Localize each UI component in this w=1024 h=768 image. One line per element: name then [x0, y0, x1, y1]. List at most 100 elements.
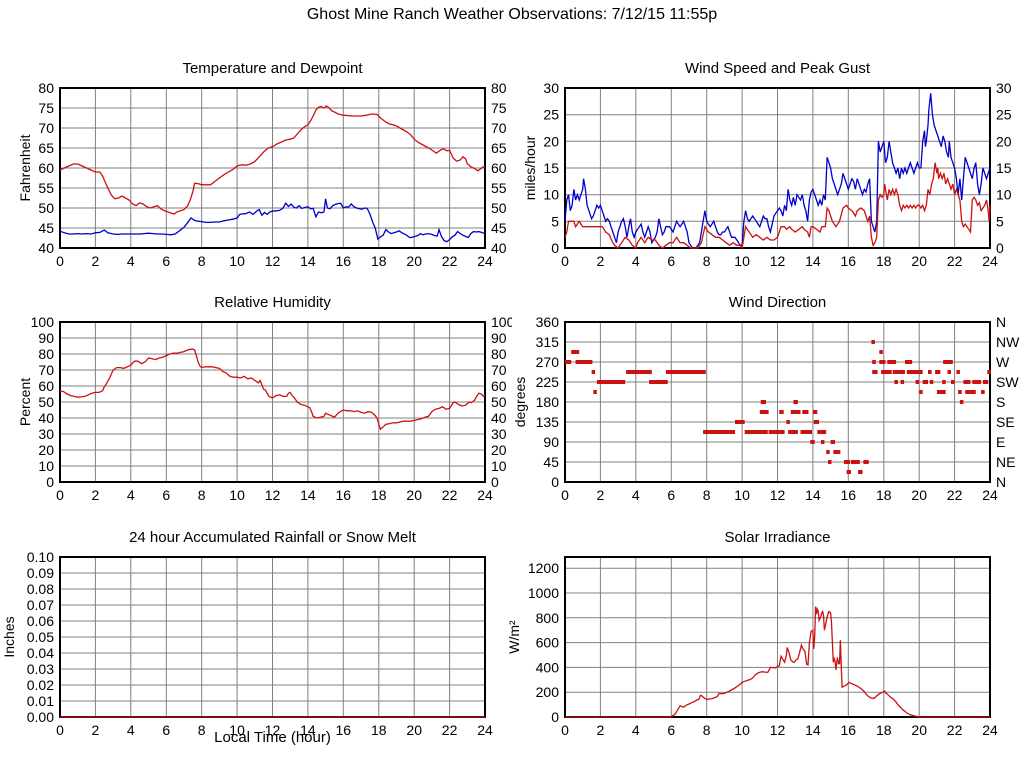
svg-text:100: 100: [491, 314, 512, 330]
chart-solar-irradiance: Solar Irradiance 0 200 400 600 800 1000 1200 0 2…: [490, 519, 1024, 768]
svg-text:16: 16: [336, 253, 352, 269]
series-solar: [565, 606, 990, 718]
svg-text:2: 2: [92, 487, 100, 503]
svg-text:10: 10: [734, 487, 750, 503]
svg-text:8: 8: [198, 722, 206, 738]
svg-text:0: 0: [56, 253, 64, 269]
svg-text:25: 25: [543, 107, 559, 123]
svg-text:12: 12: [265, 722, 281, 738]
svg-text:0.01: 0.01: [27, 693, 54, 709]
chart-rainfall: 24 hour Accumulated Rainfall or Snow Mel…: [0, 519, 512, 768]
svg-text:600: 600: [536, 635, 560, 651]
svg-text:20: 20: [38, 442, 54, 458]
svg-text:15: 15: [543, 160, 559, 176]
svg-text:2: 2: [92, 253, 100, 269]
svg-text:4: 4: [632, 487, 640, 503]
svg-text:40: 40: [491, 410, 507, 426]
svg-text:45: 45: [491, 220, 507, 236]
svg-text:0.07: 0.07: [27, 597, 54, 613]
svg-text:10: 10: [491, 458, 507, 474]
svg-text:55: 55: [491, 180, 507, 196]
svg-text:65: 65: [38, 140, 54, 156]
svg-text:135: 135: [536, 414, 560, 430]
svg-text:16: 16: [336, 722, 352, 738]
svg-text:20: 20: [911, 722, 927, 738]
svg-text:70: 70: [491, 120, 507, 136]
svg-text:50: 50: [38, 394, 54, 410]
grid-lines: [565, 88, 990, 248]
svg-text:270: 270: [536, 354, 560, 370]
svg-text:16: 16: [841, 722, 857, 738]
svg-text:N: N: [996, 314, 1006, 330]
svg-text:24: 24: [477, 253, 493, 269]
y-axis-title: miles/hour: [522, 135, 538, 200]
svg-text:70: 70: [38, 362, 54, 378]
svg-text:30: 30: [38, 426, 54, 442]
svg-text:10: 10: [38, 458, 54, 474]
svg-text:10: 10: [734, 253, 750, 269]
axis-tick-labels: 0.000.010.020.030.040.050.060.070.080.09…: [1, 549, 493, 738]
svg-text:60: 60: [491, 160, 507, 176]
series-group: [564, 93, 991, 250]
svg-text:24: 24: [477, 487, 493, 503]
svg-text:60: 60: [38, 378, 54, 394]
svg-text:24: 24: [982, 487, 998, 503]
svg-text:N: N: [996, 474, 1006, 490]
svg-text:315: 315: [536, 334, 560, 350]
y-axis-title: degrees: [512, 377, 528, 428]
svg-text:20: 20: [406, 253, 422, 269]
svg-text:10: 10: [734, 722, 750, 738]
svg-text:90: 90: [543, 434, 559, 450]
y-axis-title: Fahrenheit: [17, 134, 33, 201]
svg-text:0: 0: [56, 487, 64, 503]
svg-text:NW: NW: [996, 334, 1020, 350]
svg-text:0.02: 0.02: [27, 677, 54, 693]
svg-text:75: 75: [491, 100, 507, 116]
svg-text:70: 70: [491, 362, 507, 378]
y-axis-title: Inches: [1, 616, 17, 657]
series-group: [565, 340, 991, 474]
svg-text:45: 45: [543, 454, 559, 470]
chart-title: Wind Direction: [728, 294, 827, 311]
page-title: Ghost Mine Ranch Weather Observations: 7…: [306, 6, 718, 23]
svg-text:200: 200: [536, 684, 560, 700]
grid-lines: [60, 88, 485, 248]
svg-text:80: 80: [38, 80, 54, 96]
svg-text:60: 60: [38, 160, 54, 176]
chart-title: Wind Speed and Peak Gust: [684, 60, 871, 77]
svg-text:0.08: 0.08: [27, 581, 54, 597]
svg-text:180: 180: [536, 394, 560, 410]
svg-text:24: 24: [982, 722, 998, 738]
svg-text:10: 10: [229, 253, 245, 269]
chart-wind-speed-gust: Wind Speed and Peak Gust 0 0 5 5 10 10 15 15 20 2…: [490, 50, 1024, 284]
svg-text:0: 0: [551, 474, 559, 490]
svg-text:80: 80: [38, 346, 54, 362]
svg-text:18: 18: [371, 487, 387, 503]
svg-text:18: 18: [371, 722, 387, 738]
svg-text:20: 20: [491, 442, 507, 458]
svg-text:0: 0: [561, 487, 569, 503]
chart-temperature-dewpoint: Temperature and Dewpoint 40 40 45 45 50 50 55 5…: [0, 50, 512, 284]
svg-text:90: 90: [491, 330, 507, 346]
svg-text:80: 80: [491, 80, 507, 96]
svg-text:22: 22: [442, 253, 458, 269]
svg-text:8: 8: [198, 487, 206, 503]
svg-text:18: 18: [371, 253, 387, 269]
series-temperature: [59, 105, 486, 215]
svg-text:25: 25: [996, 107, 1012, 123]
svg-text:6: 6: [667, 487, 675, 503]
svg-text:5: 5: [551, 213, 559, 229]
svg-text:20: 20: [406, 487, 422, 503]
svg-text:360: 360: [536, 314, 560, 330]
svg-text:20: 20: [911, 253, 927, 269]
svg-text:12: 12: [265, 253, 281, 269]
rainfall-plot: 0.000.010.020.030.040.050.060.070.080.09…: [1, 549, 493, 738]
svg-text:6: 6: [162, 722, 170, 738]
svg-text:8: 8: [198, 253, 206, 269]
svg-text:20: 20: [406, 722, 422, 738]
svg-text:20: 20: [996, 133, 1012, 149]
